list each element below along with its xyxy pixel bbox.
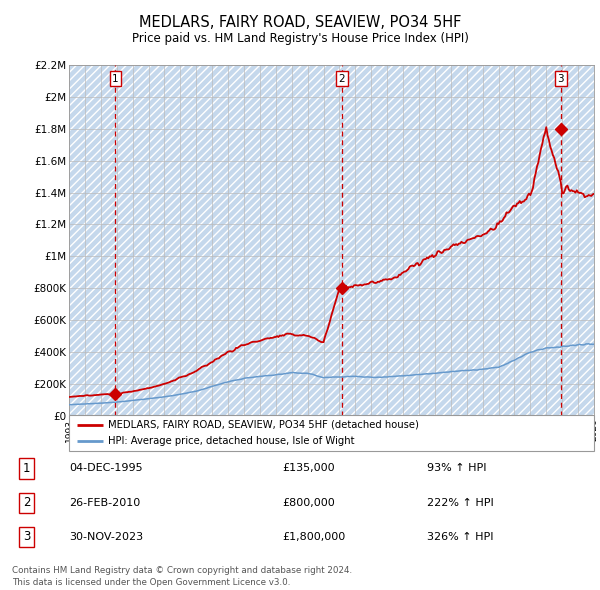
Text: £1,800,000: £1,800,000 [283,532,346,542]
Text: 26-FEB-2010: 26-FEB-2010 [70,498,141,507]
Text: 3: 3 [23,530,30,543]
Text: £135,000: £135,000 [283,464,335,473]
Text: 2: 2 [338,74,345,84]
Text: 326% ↑ HPI: 326% ↑ HPI [427,532,493,542]
Text: HPI: Average price, detached house, Isle of Wight: HPI: Average price, detached house, Isle… [109,437,355,447]
Text: 1: 1 [23,462,30,475]
Text: 93% ↑ HPI: 93% ↑ HPI [427,464,486,473]
Text: 3: 3 [557,74,564,84]
Text: MEDLARS, FAIRY ROAD, SEAVIEW, PO34 5HF: MEDLARS, FAIRY ROAD, SEAVIEW, PO34 5HF [139,15,461,30]
FancyBboxPatch shape [69,415,594,451]
Text: 1: 1 [112,74,119,84]
Text: MEDLARS, FAIRY ROAD, SEAVIEW, PO34 5HF (detached house): MEDLARS, FAIRY ROAD, SEAVIEW, PO34 5HF (… [109,419,419,430]
Text: 222% ↑ HPI: 222% ↑ HPI [427,498,493,507]
Text: Contains HM Land Registry data © Crown copyright and database right 2024.
This d: Contains HM Land Registry data © Crown c… [12,566,352,587]
Text: 2: 2 [23,496,30,509]
Text: 04-DEC-1995: 04-DEC-1995 [70,464,143,473]
Text: Price paid vs. HM Land Registry's House Price Index (HPI): Price paid vs. HM Land Registry's House … [131,32,469,45]
Text: £800,000: £800,000 [283,498,335,507]
Text: 30-NOV-2023: 30-NOV-2023 [70,532,144,542]
